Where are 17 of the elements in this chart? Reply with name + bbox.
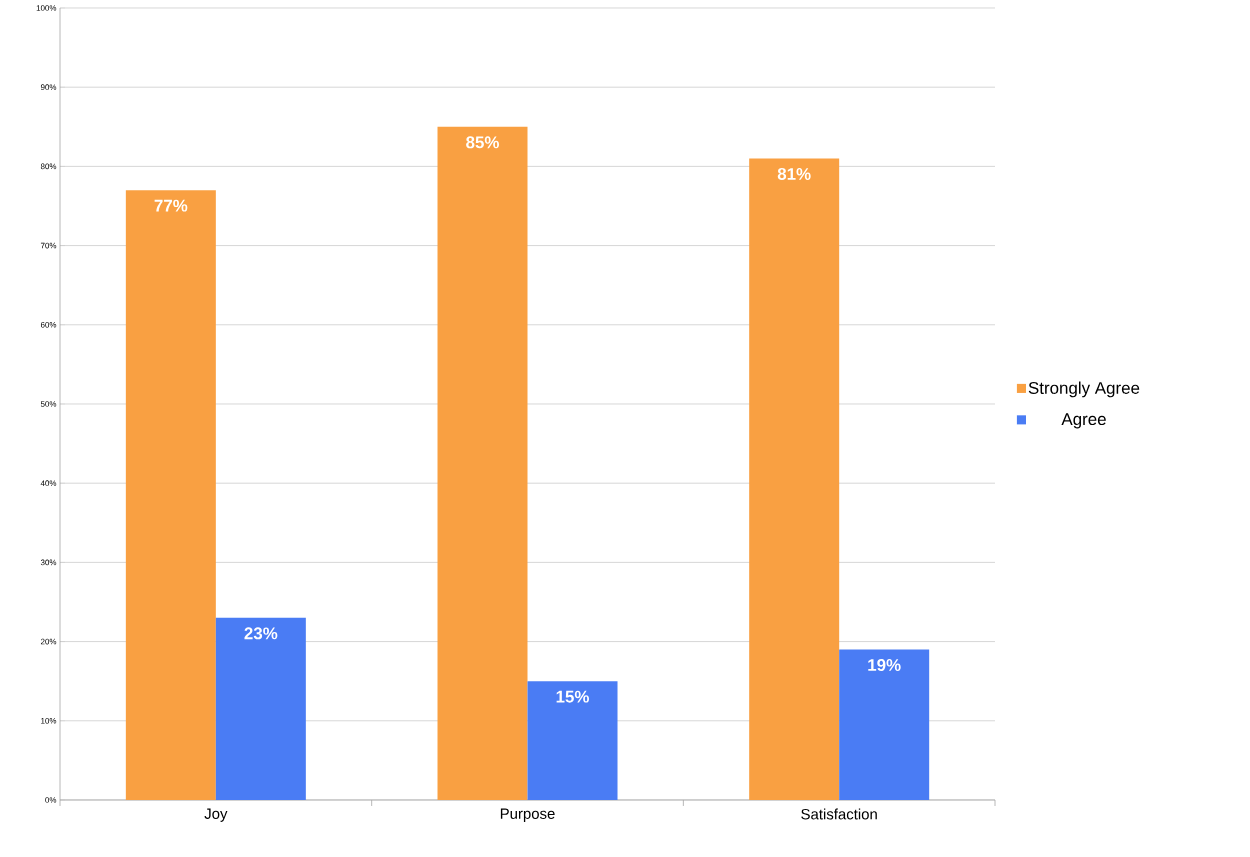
bar: [125, 190, 216, 800]
x-tick-label: Joy: [204, 808, 228, 822]
bar: [527, 681, 618, 800]
data-label: 85%: [466, 136, 499, 149]
data-label: 77%: [154, 199, 188, 212]
data-label: 23%: [244, 627, 278, 640]
data-label: 19%: [868, 659, 901, 672]
bar: [749, 158, 840, 800]
data-label: 15%: [556, 690, 590, 703]
bar: [437, 126, 528, 800]
x-tick-label: Satisfaction: [801, 808, 877, 820]
bar: [215, 617, 306, 800]
data-label: 81%: [777, 167, 811, 180]
legend-label: Strongly Agree: [1028, 381, 1140, 398]
x-tick-label: Purpose: [500, 808, 555, 822]
bar: [839, 649, 930, 800]
legend-label: Agree: [1061, 413, 1106, 429]
